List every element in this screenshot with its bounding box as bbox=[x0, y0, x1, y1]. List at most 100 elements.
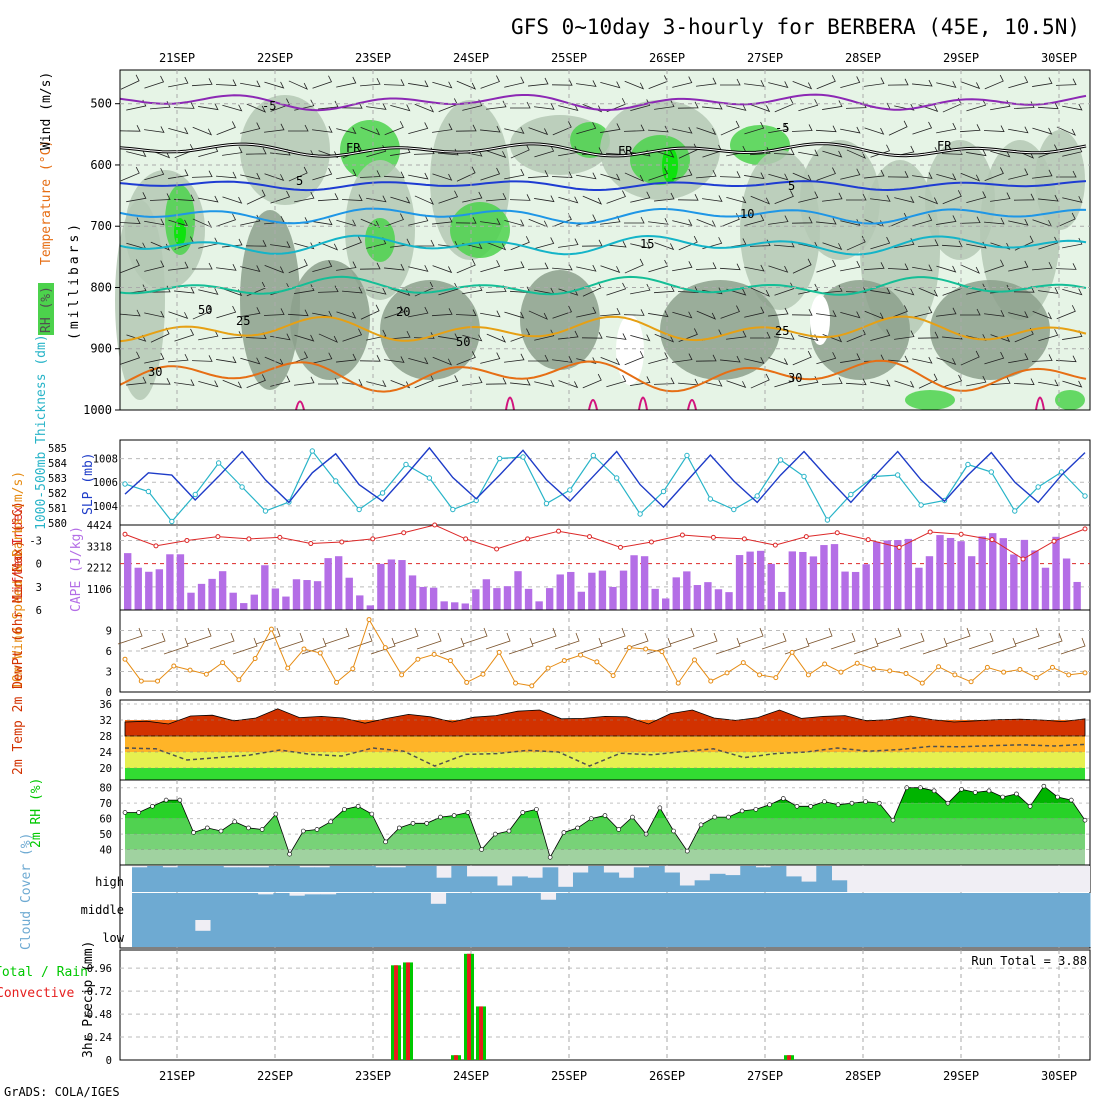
rh-band bbox=[125, 849, 1085, 865]
cloud-bar bbox=[1042, 920, 1060, 947]
wind-speed-point bbox=[1001, 669, 1007, 675]
li-point bbox=[277, 534, 283, 540]
wind-barb bbox=[390, 380, 411, 389]
wind-barb bbox=[791, 216, 813, 224]
precip-convective-bar bbox=[787, 1055, 791, 1060]
wind-barb bbox=[648, 310, 669, 318]
wind-speed-point bbox=[578, 652, 584, 658]
wind-barb bbox=[840, 126, 861, 134]
wind-barb bbox=[246, 374, 266, 388]
wind-barb bbox=[336, 311, 357, 319]
cloud-category-label: middle bbox=[81, 903, 124, 917]
cape-bar bbox=[451, 602, 459, 610]
li-point bbox=[834, 530, 840, 536]
wind-barb bbox=[768, 357, 789, 366]
cloud-bar bbox=[634, 920, 651, 947]
cape-bar bbox=[841, 571, 849, 610]
wind-barb-10m bbox=[485, 632, 511, 650]
wind-speed-point bbox=[252, 656, 258, 662]
cape-bar bbox=[493, 588, 501, 610]
wind-barb bbox=[576, 264, 597, 272]
wind-barb bbox=[726, 196, 747, 204]
wind-barb bbox=[936, 173, 957, 181]
cloud-bar bbox=[917, 920, 934, 947]
thickness-point bbox=[122, 481, 128, 487]
wind-barb bbox=[462, 284, 483, 295]
wind-barb bbox=[749, 147, 771, 156]
rh-blob bbox=[240, 210, 300, 390]
wind-barb bbox=[912, 79, 933, 87]
wind-barb bbox=[1008, 311, 1029, 319]
wind-barb bbox=[149, 377, 171, 385]
wind-barb bbox=[312, 75, 333, 89]
wind-barb bbox=[744, 306, 765, 318]
wind-barb bbox=[720, 120, 740, 136]
wind-barb bbox=[936, 307, 957, 317]
wind-barb bbox=[486, 100, 507, 110]
top-date-label: 26SEP bbox=[649, 51, 685, 65]
rh-point bbox=[986, 788, 992, 794]
wind-barb bbox=[1056, 170, 1077, 178]
cloud-bar bbox=[508, 893, 526, 920]
cloud-bar bbox=[461, 920, 479, 947]
temperature-contour-35 bbox=[638, 396, 648, 411]
wind-barb bbox=[263, 308, 285, 316]
wind-barb bbox=[702, 379, 723, 387]
wind-barb bbox=[191, 170, 213, 178]
temperature-contour-35 bbox=[295, 400, 305, 411]
cape-bar bbox=[894, 540, 902, 610]
cloud-bar bbox=[664, 872, 680, 892]
cloud-bar bbox=[289, 895, 306, 920]
wind-barb bbox=[341, 194, 363, 201]
wind-speed-point bbox=[659, 649, 665, 655]
wind-barb-10m bbox=[232, 637, 258, 655]
wind-barb bbox=[480, 125, 501, 133]
cloud-bar bbox=[477, 920, 494, 947]
contour-label: -5 bbox=[262, 99, 276, 113]
wind-speed-point bbox=[464, 679, 470, 685]
wind-barb bbox=[336, 261, 357, 271]
wind-barb bbox=[726, 288, 747, 296]
contour-label: -5 bbox=[775, 121, 789, 135]
wind-barb bbox=[791, 124, 813, 132]
rh-point bbox=[753, 807, 759, 812]
wind-barb bbox=[792, 81, 813, 90]
wind-barb bbox=[384, 121, 404, 136]
temp2m-label: 2m Temp 2m DewPt (6hr Min/Max) (°C) bbox=[11, 501, 26, 775]
wind-speed-point bbox=[366, 617, 372, 623]
wind-barb bbox=[894, 380, 915, 388]
wind-speed-point bbox=[399, 672, 405, 678]
wind-barb-10m bbox=[968, 632, 994, 650]
wind-barb bbox=[990, 192, 1011, 202]
cloud-bar bbox=[791, 893, 808, 920]
wind-barb bbox=[120, 74, 140, 90]
wind-barb bbox=[168, 127, 189, 135]
rh-point bbox=[287, 851, 292, 857]
cape-bar bbox=[567, 571, 575, 610]
wind-barb bbox=[623, 124, 645, 132]
wind-barb bbox=[672, 168, 693, 180]
wind-speed-point bbox=[968, 679, 974, 685]
contour-label: FR bbox=[346, 141, 361, 155]
slp-tick-label: 1008 bbox=[93, 454, 118, 466]
cape-bar bbox=[714, 589, 723, 610]
temp-tick-label: 36 bbox=[99, 699, 112, 711]
cape-bar bbox=[292, 579, 301, 610]
wind-barb bbox=[768, 265, 789, 273]
cape-bar bbox=[925, 556, 934, 610]
wind-barb bbox=[456, 166, 476, 182]
rh-point bbox=[1055, 794, 1060, 800]
bottom-date-label: 27SEP bbox=[747, 1069, 783, 1083]
wind-barb bbox=[815, 125, 837, 133]
cape-bar bbox=[799, 551, 807, 610]
top-date-label: 28SEP bbox=[845, 51, 881, 65]
li-point bbox=[401, 530, 407, 536]
cape-bar bbox=[461, 603, 469, 610]
cloud-bar bbox=[512, 876, 528, 892]
wind-barb bbox=[510, 378, 531, 386]
wind-barb bbox=[342, 379, 363, 386]
cape-bar bbox=[957, 541, 965, 610]
rh-blob bbox=[905, 390, 955, 410]
wind-barb bbox=[216, 356, 237, 364]
rh-point bbox=[506, 828, 512, 834]
